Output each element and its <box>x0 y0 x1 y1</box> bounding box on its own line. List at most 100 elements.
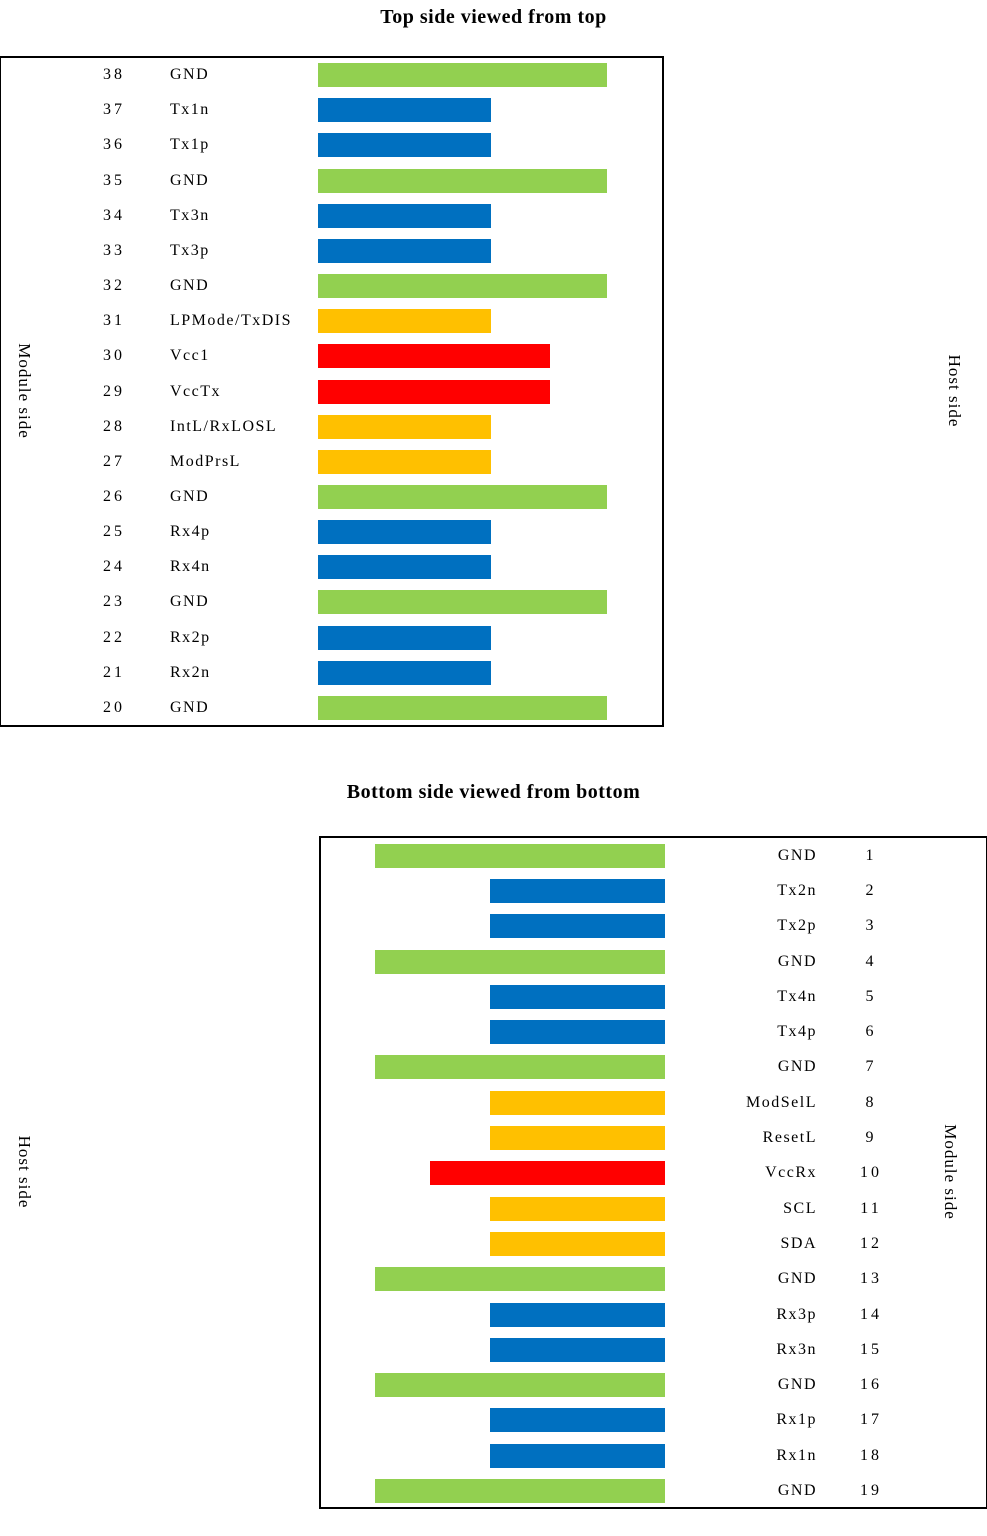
pin-name: GND <box>170 277 210 295</box>
pin-name: VccRx <box>765 1164 817 1182</box>
pin-name: Vcc1 <box>170 347 210 365</box>
pin-row: GND 7 <box>0 1050 987 1085</box>
pin-name: GND <box>170 487 210 505</box>
pin-bar-gnd <box>318 168 607 193</box>
pin-bar-signal <box>490 878 665 903</box>
pin-row: GND 26 <box>0 479 987 514</box>
pin-name: LPMode/TxDIS <box>170 312 292 330</box>
pin-number: 23 <box>103 593 125 611</box>
pin-name: GND <box>777 1270 817 1288</box>
pin-name: GND <box>777 1058 817 1076</box>
pin-number: 11 <box>860 1199 882 1217</box>
pin-name: Tx1p <box>170 136 210 154</box>
pin-name: ModPrsL <box>170 452 241 470</box>
pin-bar-gnd <box>375 1267 665 1292</box>
pin-number: 14 <box>860 1305 882 1323</box>
pin-name: Rx3n <box>776 1340 817 1358</box>
pin-bar-signal <box>318 555 491 580</box>
pin-bar-signal <box>490 1020 665 1045</box>
pin-name: GND <box>170 171 210 189</box>
pin-name: GND <box>170 66 210 84</box>
bottom-host-side-label: Host side <box>15 1135 34 1209</box>
pin-row: GND 23 <box>0 585 987 620</box>
pin-row: GND 16 <box>0 1368 987 1403</box>
pin-number: 32 <box>103 277 125 295</box>
pin-row: Tx3p 33 <box>0 233 987 268</box>
pin-number: 6 <box>865 1023 877 1041</box>
pin-number: 2 <box>865 881 877 899</box>
pin-number: 34 <box>103 206 125 224</box>
pin-row: GND 4 <box>0 944 987 979</box>
pin-bar-gnd <box>375 1479 665 1504</box>
pin-row: VccRx 10 <box>0 1156 987 1191</box>
pin-row: Tx1n 37 <box>0 93 987 128</box>
pin-name: Rx4n <box>170 558 211 576</box>
top-host-side-label: Host side <box>945 354 964 428</box>
pin-name: Tx3p <box>170 241 210 259</box>
pin-name: IntL/RxLOSL <box>170 417 278 435</box>
pin-number: 9 <box>865 1129 877 1147</box>
pin-name: GND <box>777 952 817 970</box>
pin-bar-control <box>490 1090 665 1115</box>
pin-name: Tx1n <box>170 101 210 119</box>
pin-bar-control <box>318 449 491 474</box>
pin-number: 3 <box>865 917 877 935</box>
pin-name: GND <box>777 846 817 864</box>
pin-number: 12 <box>860 1234 882 1252</box>
pin-name: GND <box>170 698 210 716</box>
pin-bar-power <box>430 1161 665 1186</box>
pin-number: 17 <box>860 1411 882 1429</box>
pin-name: Tx4n <box>777 987 817 1005</box>
pin-number: 7 <box>865 1058 877 1076</box>
pin-number: 31 <box>103 312 125 330</box>
pin-row: LPMode/TxDIS 31 <box>0 304 987 339</box>
pin-bar-control <box>490 1231 665 1256</box>
pin-number: 21 <box>103 663 125 681</box>
pin-row: Tx3n 34 <box>0 198 987 233</box>
pin-row: Vcc1 30 <box>0 339 987 374</box>
pin-bar-signal <box>490 1408 665 1433</box>
pin-name: Rx1p <box>776 1411 817 1429</box>
pin-row: GND 32 <box>0 268 987 303</box>
pin-name: GND <box>170 593 210 611</box>
pin-number: 19 <box>860 1482 882 1500</box>
pin-bar-signal <box>490 984 665 1009</box>
pin-row: Rx1p 17 <box>0 1403 987 1438</box>
bottom-module-side-label: Module side <box>941 1124 960 1220</box>
pin-bar-signal <box>318 203 491 228</box>
pin-number: 27 <box>103 452 125 470</box>
pin-bar-control <box>490 1196 665 1221</box>
pin-name: VccTx <box>170 382 222 400</box>
pin-row: Tx1p 36 <box>0 128 987 163</box>
pin-row: SDA 12 <box>0 1226 987 1261</box>
pin-number: 5 <box>865 987 877 1005</box>
bottom-section-title: Bottom side viewed from bottom <box>346 781 641 803</box>
pin-row: GND 19 <box>0 1473 987 1508</box>
pin-name: Tx4p <box>777 1023 817 1041</box>
pin-number: 15 <box>860 1340 882 1358</box>
pin-row: Rx3n 15 <box>0 1332 987 1367</box>
pin-row: Tx2n 2 <box>0 873 987 908</box>
pin-bar-gnd <box>318 590 607 615</box>
pin-bar-signal <box>318 520 491 545</box>
pin-name: SCL <box>783 1199 817 1217</box>
pin-row: SCL 11 <box>0 1191 987 1226</box>
pin-bar-gnd <box>375 1055 665 1080</box>
pin-number: 20 <box>103 698 125 716</box>
pin-number: 8 <box>865 1093 877 1111</box>
pin-row: Rx1n 18 <box>0 1438 987 1473</box>
pin-bar-control <box>318 309 491 334</box>
pin-bar-control <box>490 1126 665 1151</box>
pin-number: 38 <box>103 66 125 84</box>
pin-bar-power <box>318 344 550 369</box>
pin-number: 16 <box>860 1376 882 1394</box>
pin-bar-gnd <box>318 695 607 720</box>
pin-bar-gnd <box>375 949 665 974</box>
pin-number: 10 <box>860 1164 882 1182</box>
pin-bar-signal <box>318 625 491 650</box>
pin-bar-gnd <box>375 843 665 868</box>
pin-number: 33 <box>103 241 125 259</box>
pin-name: Rx4p <box>170 523 211 541</box>
pin-row: GND 13 <box>0 1262 987 1297</box>
pin-number: 36 <box>103 136 125 154</box>
